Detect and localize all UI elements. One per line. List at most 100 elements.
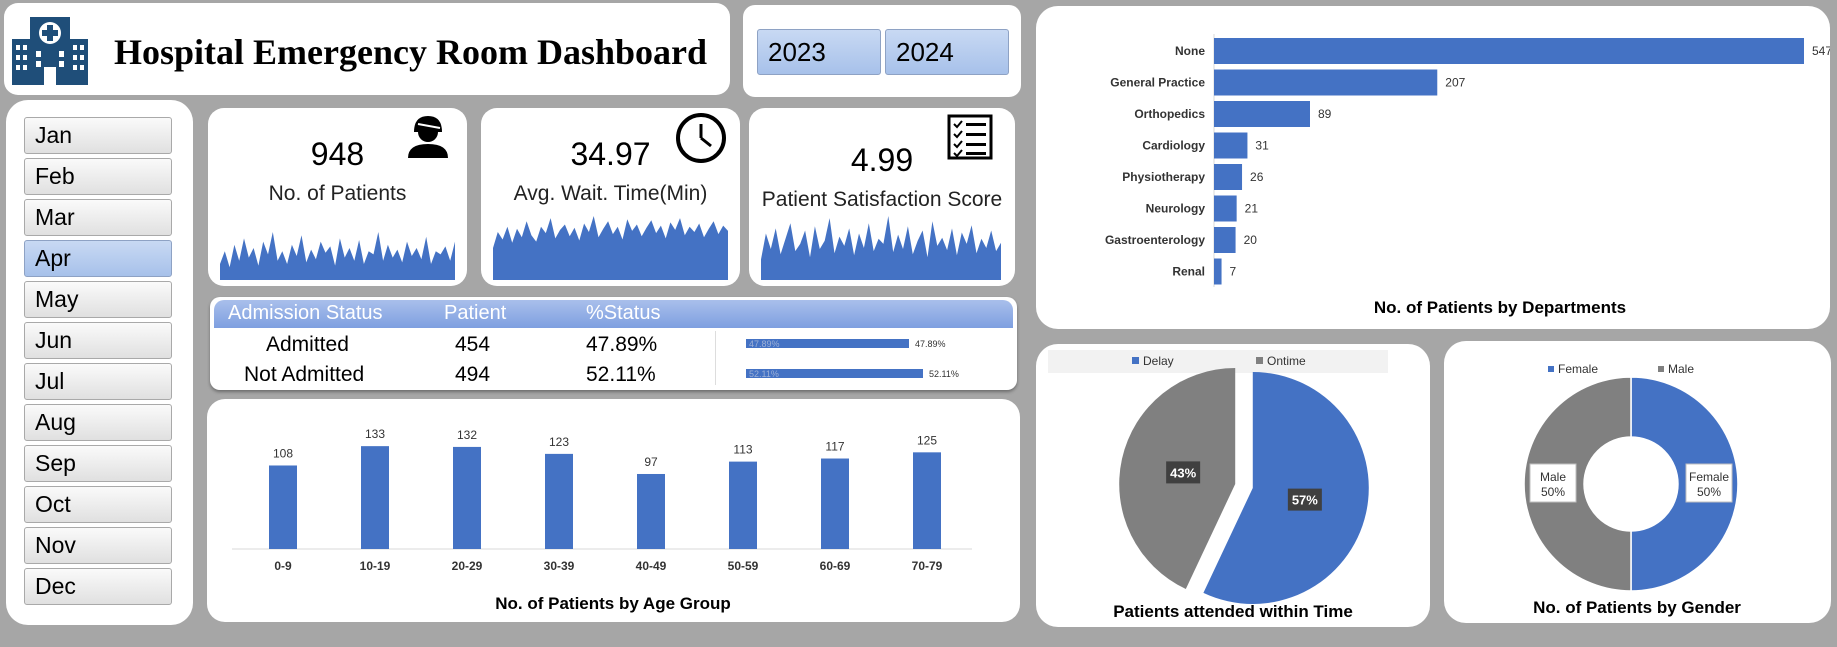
dept-tick-0: None — [1175, 44, 1205, 58]
month-button-jan[interactable]: Jan — [24, 117, 172, 154]
pie-label-box-1 — [1166, 461, 1201, 484]
gender-chart-card: Female Male Female 50% Male 50% No. of Patient… — [1444, 341, 1831, 623]
table-divider — [715, 331, 716, 385]
age-tick-50-59: 50-59 — [728, 559, 759, 573]
dept-data-label-6: 20 — [1244, 233, 1258, 247]
row-not-admitted-bar-inner-label: 52.11% — [749, 369, 779, 379]
month-button-jun[interactable]: Jun — [24, 322, 172, 359]
dept-tick-5: Neurology — [1146, 202, 1206, 216]
row-admitted-bar-label: 47.89% — [915, 339, 946, 349]
kpi-patients-card: 948 No. of Patients — [208, 108, 467, 286]
dept-tick-6: Gastroenterology — [1105, 233, 1205, 247]
donut-chart-title: No. of Patients by Gender — [1533, 598, 1741, 617]
dept-bar-3 — [1214, 132, 1248, 159]
kpi-satisfaction-label: Patient Satisfaction Score — [761, 188, 1003, 211]
pie-chart-title: Patients attended within Time — [1113, 602, 1353, 621]
header-patient: Patient — [444, 302, 507, 324]
age-data-label-30-39: 123 — [549, 435, 569, 449]
row-not-admitted-status: Not Admitted — [244, 363, 365, 386]
sparkline-area — [761, 216, 1001, 280]
admission-table-header: Admission Status Patient %Status — [214, 300, 1013, 328]
dept-chart-title: No. of Patients by Departments — [1374, 298, 1626, 317]
month-button-dec[interactable]: Dec — [24, 568, 172, 605]
pie-slice-Delay — [1203, 371, 1369, 604]
age-data-label-0-9: 108 — [273, 446, 293, 460]
age-data-label-20-29: 132 — [457, 428, 477, 442]
year-button-2023[interactable]: 2023 — [757, 29, 881, 75]
dept-data-label-1: 207 — [1445, 76, 1465, 90]
pie-legend-label-0: Delay — [1143, 354, 1174, 368]
pie-data-label-1: 43% — [1170, 465, 1196, 480]
age-tick-30-39: 30-39 — [544, 559, 575, 573]
month-button-apr[interactable]: Apr — [24, 240, 172, 277]
dept-data-label-0: 547 — [1812, 44, 1830, 58]
pie-legend-label-1: Ontime — [1267, 354, 1306, 368]
month-button-sep[interactable]: Sep — [24, 445, 172, 482]
month-button-nov[interactable]: Nov — [24, 527, 172, 564]
pie-label-box-0 — [1287, 488, 1322, 511]
wait-time-sparkline — [493, 216, 728, 280]
header-pct-status: %Status — [586, 302, 661, 324]
age-tick-70-79: 70-79 — [912, 559, 943, 573]
donut-data-label-pct-1: 50% — [1541, 485, 1565, 499]
age-tick-20-29: 20-29 — [452, 559, 483, 573]
row-not-admitted-bar-label: 52.11% — [929, 369, 959, 379]
dept-data-label-3: 31 — [1255, 139, 1269, 153]
year-button-2024[interactable]: 2024 — [885, 29, 1009, 75]
month-button-oct[interactable]: Oct — [24, 486, 172, 523]
age-bar-10-19 — [361, 446, 389, 549]
dept-bar-6 — [1214, 227, 1236, 253]
age-bar-0-9 — [269, 465, 297, 549]
dept-data-label-5: 21 — [1245, 202, 1259, 216]
row-admitted-bar-inner-label: 47.89% — [749, 339, 780, 349]
attended-within-time-chart: Delay Ontime 57% 43% Patients attended withi… — [1048, 350, 1388, 621]
donut-label-box-0 — [1685, 463, 1733, 503]
page-title: Hospital Emergency Room Dashboard — [114, 32, 707, 72]
age-bar-20-29 — [453, 446, 481, 549]
dept-data-label-4: 26 — [1250, 170, 1264, 184]
dept-tick-4: Physiotherapy — [1122, 170, 1205, 184]
sparkline-area — [220, 232, 455, 280]
age-tick-0-9: 0-9 — [274, 559, 292, 573]
age-data-label-40-49: 97 — [644, 455, 658, 469]
kpi-satisfaction-value: 4.99 — [850, 142, 914, 178]
row-admitted-status: Admitted — [266, 333, 349, 356]
dept-data-label-2: 89 — [1318, 107, 1332, 121]
admission-status-table: Admission Status Patient %Status Admitte… — [210, 297, 1017, 390]
dept-bar-7 — [1214, 258, 1222, 285]
month-button-jul[interactable]: Jul — [24, 363, 172, 400]
dept-bar-0 — [1214, 38, 1804, 64]
age-tick-10-19: 10-19 — [360, 559, 391, 573]
sparkline-area — [493, 216, 728, 280]
donut-legend-swatch-0 — [1548, 366, 1554, 372]
month-button-mar[interactable]: Mar — [24, 199, 172, 236]
dept-data-label-7: 7 — [1230, 265, 1237, 279]
donut-label-box-1 — [1529, 463, 1577, 503]
donut-data-label-cat-1: Male — [1540, 470, 1566, 484]
age-bar-70-79 — [913, 452, 941, 549]
kpi-patients-value: 948 — [310, 136, 365, 172]
age-chart-title: No. of Patients by Age Group — [495, 594, 731, 613]
dept-bar-5 — [1214, 195, 1237, 222]
row-admitted-patients: 454 — [455, 333, 491, 356]
hospital-building-icon — [12, 17, 88, 85]
month-button-aug[interactable]: Aug — [24, 404, 172, 441]
header-admission-status: Admission Status — [228, 302, 383, 324]
attended-within-time-card: Delay Ontime 57% 43% Patients attended withi… — [1036, 344, 1430, 627]
age-bar-60-69 — [821, 458, 849, 549]
donut-data-label-cat-0: Female — [1689, 470, 1729, 484]
age-data-label-50-59: 113 — [733, 443, 752, 457]
age-bar-40-49 — [637, 473, 665, 549]
dept-tick-2: Orthopedics — [1134, 107, 1205, 121]
month-button-feb[interactable]: Feb — [24, 158, 172, 195]
row-not-admitted-patients: 494 — [455, 363, 491, 386]
donut-legend-label-1: Male — [1668, 362, 1694, 376]
kpi-wait-label: Avg. Wait. Time(Min) — [513, 182, 708, 205]
age-group-chart-card: 108 0-9 133 10-19 132 20-29 123 30-39 97 40-49 113… — [207, 399, 1020, 622]
row-not-admitted-pct-bar — [746, 369, 923, 378]
month-button-may[interactable]: May — [24, 281, 172, 318]
pie-legend-swatch-1 — [1256, 357, 1263, 364]
kpi-wait-card: 34.97 Avg. Wait. Time(Min) — [481, 108, 740, 286]
